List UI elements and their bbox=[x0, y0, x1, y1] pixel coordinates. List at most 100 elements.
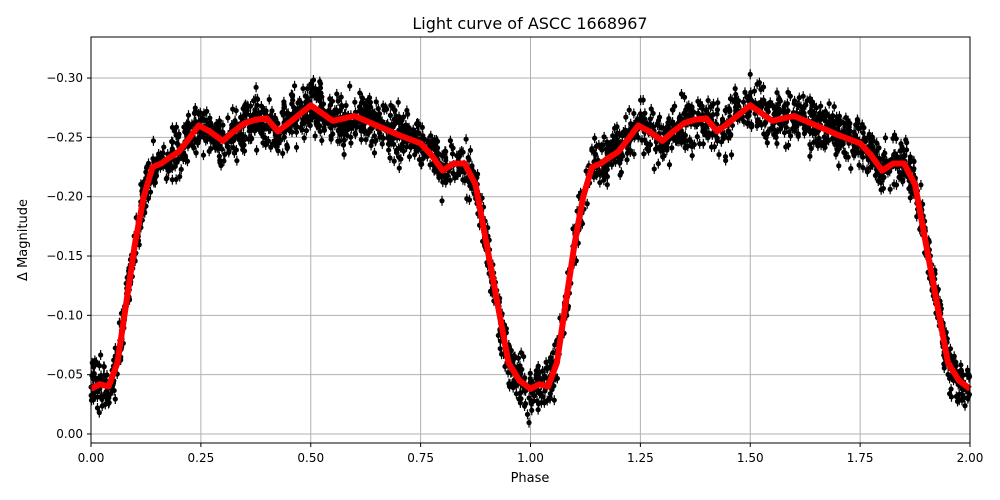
observation-point bbox=[103, 392, 109, 398]
observation-point bbox=[747, 71, 753, 77]
observation-point bbox=[517, 363, 523, 369]
observation-point bbox=[413, 121, 420, 127]
observation-point bbox=[540, 368, 546, 374]
observation-point bbox=[872, 172, 878, 179]
observation-point bbox=[370, 108, 376, 115]
observation-point bbox=[697, 141, 703, 147]
observation-point bbox=[536, 390, 543, 397]
observation-point bbox=[304, 86, 310, 92]
observation-point bbox=[773, 134, 779, 140]
observation-point bbox=[359, 95, 365, 101]
observation-point bbox=[347, 83, 353, 89]
observation-point bbox=[265, 138, 271, 144]
observation-point bbox=[843, 115, 849, 121]
observation-point bbox=[893, 182, 900, 188]
observation-point bbox=[808, 145, 814, 152]
observation-point bbox=[654, 120, 661, 127]
observation-point bbox=[96, 410, 102, 416]
observation-point bbox=[669, 145, 675, 151]
observation-point bbox=[312, 133, 318, 139]
observation-point bbox=[620, 153, 626, 159]
observation-point bbox=[529, 407, 535, 413]
observation-point bbox=[169, 146, 175, 152]
observation-point bbox=[787, 93, 793, 99]
observation-point bbox=[589, 147, 595, 153]
observation-point bbox=[647, 142, 653, 148]
observation-point bbox=[147, 189, 154, 195]
observation-point bbox=[841, 149, 847, 156]
observation-point bbox=[759, 104, 765, 110]
observation-point bbox=[293, 125, 299, 131]
observation-point bbox=[90, 397, 97, 403]
observation-point bbox=[761, 131, 767, 137]
observation-point bbox=[206, 148, 212, 154]
observation-point bbox=[373, 99, 379, 105]
observation-point bbox=[230, 144, 236, 151]
observation-point bbox=[467, 147, 474, 153]
observation-point bbox=[647, 116, 653, 122]
observation-point bbox=[747, 96, 753, 102]
observation-point bbox=[352, 131, 359, 137]
observation-point bbox=[302, 93, 308, 99]
observation-point bbox=[623, 114, 629, 120]
observation-point bbox=[143, 165, 150, 171]
observation-point bbox=[338, 94, 344, 100]
observation-point bbox=[764, 131, 771, 137]
observation-point bbox=[416, 156, 423, 163]
observation-point bbox=[714, 111, 720, 117]
observation-point bbox=[150, 178, 157, 184]
observation-point bbox=[160, 150, 166, 157]
observation-point bbox=[178, 166, 184, 172]
observation-point bbox=[836, 163, 842, 169]
observation-point bbox=[781, 107, 787, 113]
observation-point bbox=[903, 137, 909, 143]
observation-point bbox=[230, 106, 236, 112]
observation-point bbox=[865, 157, 871, 163]
observation-point bbox=[830, 119, 836, 125]
observation-point bbox=[319, 137, 325, 144]
observation-point bbox=[831, 104, 837, 110]
observation-point bbox=[420, 133, 426, 139]
observation-point bbox=[396, 165, 402, 171]
observation-point bbox=[192, 108, 199, 114]
observation-point bbox=[691, 109, 697, 115]
observation-point bbox=[252, 127, 258, 133]
observation-point bbox=[614, 137, 620, 143]
observation-point bbox=[295, 100, 301, 106]
observation-point bbox=[443, 176, 450, 183]
observation-point bbox=[391, 158, 397, 164]
observation-point bbox=[217, 157, 223, 164]
observation-point bbox=[327, 109, 333, 115]
observation-point bbox=[433, 137, 440, 143]
observation-point bbox=[860, 165, 866, 171]
observation-point bbox=[859, 121, 865, 128]
observation-point bbox=[380, 135, 387, 141]
observation-point bbox=[339, 131, 345, 137]
observation-point bbox=[361, 128, 367, 135]
observation-point bbox=[541, 375, 548, 381]
observation-point bbox=[688, 105, 695, 112]
observation-point bbox=[664, 123, 670, 130]
observation-point bbox=[624, 150, 631, 156]
observation-point bbox=[193, 118, 199, 125]
observation-point bbox=[651, 166, 657, 172]
observation-point bbox=[96, 363, 102, 369]
observation-point bbox=[845, 154, 851, 160]
observation-point bbox=[535, 407, 541, 413]
observation-point bbox=[456, 154, 462, 160]
observation-point bbox=[258, 103, 265, 109]
observation-point bbox=[806, 128, 813, 135]
observation-point bbox=[254, 102, 260, 108]
observation-point bbox=[184, 158, 191, 164]
observation-point bbox=[722, 107, 728, 114]
observation-point bbox=[910, 167, 917, 173]
observation-point bbox=[513, 391, 519, 397]
observation-point bbox=[550, 349, 556, 356]
observation-point bbox=[826, 100, 832, 107]
observation-point bbox=[699, 105, 705, 111]
observation-point bbox=[308, 89, 314, 96]
observation-point bbox=[648, 106, 654, 112]
observation-point bbox=[373, 137, 379, 143]
observation-point bbox=[315, 124, 321, 130]
observation-point bbox=[646, 122, 653, 129]
